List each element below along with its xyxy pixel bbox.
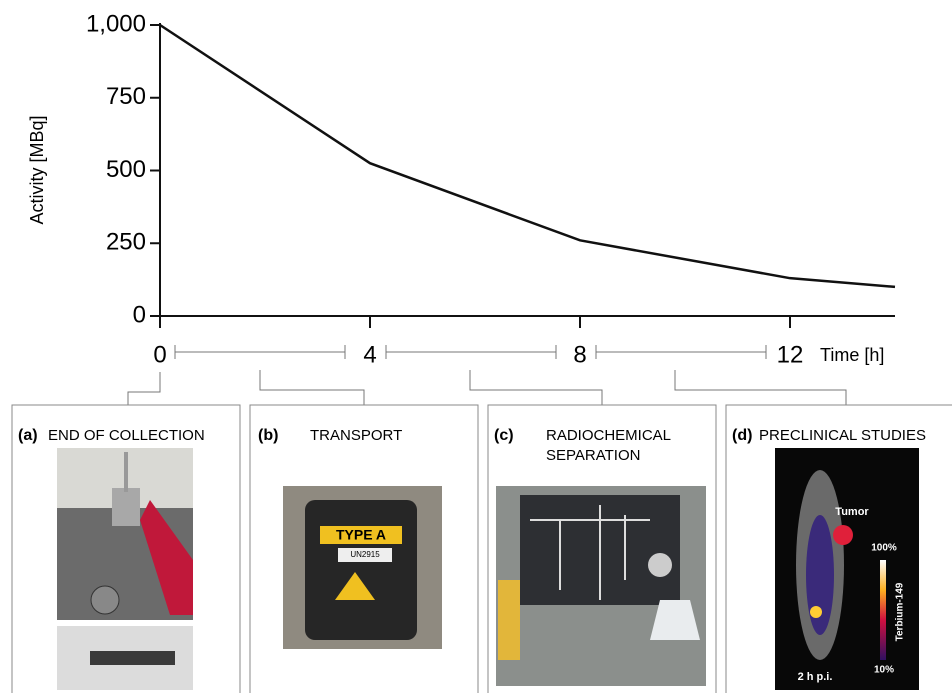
panel-title: RADIOCHEMICAL xyxy=(546,427,671,444)
y-tick-label: 750 xyxy=(106,83,146,110)
image-text: TYPE A xyxy=(336,527,386,543)
image-text: UN2915 xyxy=(350,550,380,559)
x-tick-label: 8 xyxy=(573,341,586,368)
photo-b: TYPE A UN2915 xyxy=(283,486,442,649)
image-text: 10% xyxy=(874,665,894,676)
panel-letter: (c) xyxy=(494,427,514,444)
x-axis-label: Time [h] xyxy=(820,345,884,365)
x-tick-label: 0 xyxy=(153,341,166,368)
image-text: 100% xyxy=(871,543,897,554)
image-text: Terbium-149 xyxy=(895,582,906,641)
y-tick-label: 1,000 xyxy=(86,10,146,37)
panel-letter: (d) xyxy=(732,427,752,444)
timeline-brackets xyxy=(128,345,846,405)
panel-title: PRECLINICAL STUDIES xyxy=(759,427,926,444)
y-axis-label: Activity [MBq] xyxy=(27,115,47,224)
panel-title: END OF COLLECTION xyxy=(48,427,205,444)
panel-letter: (b) xyxy=(258,427,278,444)
y-tick-label: 250 xyxy=(106,229,146,256)
y-tick-label: 500 xyxy=(106,156,146,183)
photo-c xyxy=(496,486,706,686)
x-tick-label: 4 xyxy=(363,341,376,368)
panel-title: SEPARATION xyxy=(546,447,640,464)
data-line xyxy=(160,25,895,287)
image-text: Tumor xyxy=(835,506,869,518)
photo-a xyxy=(57,448,193,690)
x-tick-label: 12 xyxy=(777,341,804,368)
y-tick-label: 0 xyxy=(133,301,146,328)
image-text: 2 h p.i. xyxy=(798,671,833,683)
panel-title: TRANSPORT xyxy=(310,427,402,444)
photo-d: Tumor 100% Terbium-149 10% 2 h p.i. xyxy=(775,448,919,690)
panel-letter: (a) xyxy=(18,427,38,444)
figure: TYPE A UN2915 Tumor 100% Terbium-149 10%… xyxy=(0,0,952,693)
